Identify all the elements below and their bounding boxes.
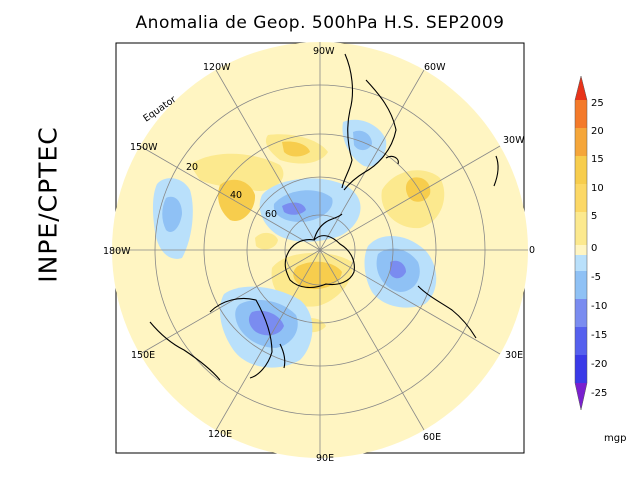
colorbar-tick-5: 5	[591, 211, 597, 222]
longitude-label-0: 0	[529, 245, 535, 256]
longitude-label-180w: 180W	[103, 246, 131, 257]
colorbar-tick-15: 15	[591, 154, 604, 165]
longitude-label-120e: 120E	[208, 429, 232, 440]
colorbar-tick-n5: -5	[591, 272, 601, 283]
antarctic-peninsula	[313, 213, 343, 241]
australia-coast	[209, 297, 273, 379]
colorbar-band-15-20	[575, 128, 587, 156]
negative-anomaly-core	[353, 130, 372, 151]
falkland-islands	[385, 155, 399, 165]
colorbar-outline	[574, 75, 588, 411]
colorbar-tick-n20: -20	[591, 359, 607, 370]
colorbar-band-zero	[575, 245, 587, 255]
colorbar-tick-25: 25	[591, 98, 604, 109]
positive-anomaly-core	[282, 141, 310, 157]
africa-south-coast	[417, 285, 477, 339]
colorbar-tick-n25: -25	[591, 388, 607, 399]
colorbar-top-arrow	[575, 76, 587, 100]
colorbar-tick-10: 10	[591, 183, 604, 194]
meridian-30w-150e	[139, 145, 501, 355]
pacific-coast	[149, 321, 221, 381]
colorbar-band-0-n5	[575, 255, 587, 271]
latitude-label-20: 20	[186, 162, 198, 173]
longitude-label-150w: 150W	[130, 142, 158, 153]
longitude-label-30w: 30W	[503, 135, 525, 146]
south-america-east-coast	[343, 79, 397, 191]
positive-anomaly-region	[190, 153, 284, 191]
map-title: Anomalia de Geop. 500hPa H.S. SEP2009	[135, 13, 505, 33]
colorbar-band-n10-n15	[575, 299, 587, 327]
longitude-label-90w: 90W	[313, 46, 335, 57]
negative-anomaly-core	[162, 196, 182, 233]
positive-anomaly-region	[255, 232, 278, 250]
latitude-label-60: 60	[265, 209, 277, 220]
coastlines	[149, 53, 499, 381]
colorbar-band-n5-n10	[575, 271, 587, 299]
negative-anomaly-center	[390, 260, 406, 279]
colorbar-tick-n10: -10	[591, 301, 607, 312]
colorbar-band-0-5	[575, 212, 587, 245]
colorbar-band-10-15	[575, 156, 587, 184]
africa-tip	[493, 155, 499, 187]
latitude-label-40: 40	[230, 190, 242, 201]
positive-anomaly-core	[293, 261, 342, 290]
colorbar-unit: mgp	[604, 433, 626, 444]
meridians	[112, 42, 528, 458]
longitude-label-30e: 30E	[505, 350, 523, 361]
colorbar-tick-0: 0	[591, 243, 597, 254]
south-america-west-coast	[341, 53, 354, 189]
positive-anomaly-core	[405, 177, 431, 202]
longitude-label-60w: 60W	[424, 62, 446, 73]
longitude-label-90e: 90E	[316, 453, 334, 464]
colorbar-band-5-10	[575, 184, 587, 212]
colorbar	[574, 75, 588, 411]
colorbar-band-n15-n20	[575, 327, 587, 355]
positive-anomaly-core	[218, 179, 256, 221]
longitude-label-60e: 60E	[423, 432, 441, 443]
longitude-label-150e: 150E	[131, 350, 155, 361]
colorbar-band-20-25	[575, 100, 587, 128]
colorbar-tick-20: 20	[591, 126, 604, 137]
new-zealand	[279, 343, 286, 369]
longitude-label-120w: 120W	[203, 62, 231, 73]
colorbar-band-n20-n25	[575, 355, 587, 383]
colorbar-tick-n15: -15	[591, 330, 607, 341]
colorbar-bottom-arrow	[575, 383, 587, 410]
negative-anomaly-center	[282, 202, 306, 215]
